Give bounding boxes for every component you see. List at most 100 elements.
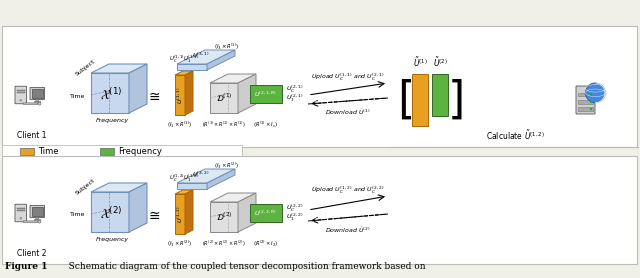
Text: $\tilde{U}^{(2)}$: $\tilde{U}^{(2)}$ bbox=[433, 55, 447, 69]
Polygon shape bbox=[177, 169, 235, 183]
Text: $U_1^{(2,2)}$: $U_1^{(2,2)}$ bbox=[286, 212, 304, 223]
Text: $U^{(2,2,R)}$: $U^{(2,2,R)}$ bbox=[255, 208, 278, 218]
Text: $(R^{(1)} \times I_c)$: $(R^{(1)} \times I_c)$ bbox=[253, 120, 278, 130]
Polygon shape bbox=[175, 71, 193, 75]
FancyBboxPatch shape bbox=[432, 74, 448, 116]
Text: ]: ] bbox=[447, 78, 465, 121]
Text: $(I_1 \times R^{(1)})$: $(I_1 \times R^{(1)})$ bbox=[167, 120, 193, 130]
Polygon shape bbox=[177, 50, 235, 64]
Text: $\cong$: $\cong$ bbox=[145, 208, 161, 222]
Text: $U_C^{(1,2)}U_1^{(1,2)}$: $U_C^{(1,2)}U_1^{(1,2)}$ bbox=[169, 172, 199, 184]
FancyBboxPatch shape bbox=[17, 208, 24, 209]
Text: Client 2: Client 2 bbox=[17, 249, 47, 259]
FancyBboxPatch shape bbox=[31, 89, 43, 98]
FancyBboxPatch shape bbox=[579, 100, 593, 104]
FancyBboxPatch shape bbox=[2, 156, 637, 264]
Polygon shape bbox=[91, 183, 147, 192]
Text: $\cong$: $\cong$ bbox=[145, 89, 161, 103]
Circle shape bbox=[20, 217, 22, 219]
Polygon shape bbox=[210, 193, 256, 202]
Text: Download $\tilde{U}^{(1)}$: Download $\tilde{U}^{(1)}$ bbox=[325, 108, 371, 117]
Polygon shape bbox=[91, 64, 147, 73]
Text: [: [ bbox=[397, 78, 415, 121]
Polygon shape bbox=[129, 64, 147, 113]
Polygon shape bbox=[177, 64, 207, 70]
Text: $(R^{(2)} \times I_2)$: $(R^{(2)} \times I_2)$ bbox=[253, 239, 279, 249]
Text: Time: Time bbox=[70, 93, 85, 98]
Polygon shape bbox=[36, 99, 39, 101]
Polygon shape bbox=[210, 202, 238, 232]
FancyBboxPatch shape bbox=[412, 74, 428, 126]
Polygon shape bbox=[207, 50, 235, 70]
Circle shape bbox=[38, 102, 41, 105]
FancyBboxPatch shape bbox=[576, 86, 595, 114]
Circle shape bbox=[590, 93, 592, 96]
FancyBboxPatch shape bbox=[17, 210, 24, 211]
Polygon shape bbox=[185, 71, 193, 115]
Text: Upload $U_C^{(1,1)}$ and $U_C^{(2,1)}$: Upload $U_C^{(1,1)}$ and $U_C^{(2,1)}$ bbox=[311, 71, 385, 83]
Polygon shape bbox=[238, 74, 256, 113]
Polygon shape bbox=[23, 221, 38, 223]
Text: $U^{(1,2)}$: $U^{(1,2)}$ bbox=[175, 205, 185, 223]
Text: $\mathcal{D}^{(2)}$: $\mathcal{D}^{(2)}$ bbox=[216, 211, 232, 223]
Text: Frequency: Frequency bbox=[95, 118, 129, 123]
Polygon shape bbox=[238, 193, 256, 232]
FancyBboxPatch shape bbox=[15, 204, 26, 222]
Text: $(I_3 \times R^{(1)})$: $(I_3 \times R^{(1)})$ bbox=[214, 42, 239, 52]
Text: $U_C^{(1,1)}U_1^{(1,1)}$: $U_C^{(1,1)}U_1^{(1,1)}$ bbox=[169, 53, 199, 65]
Polygon shape bbox=[210, 83, 238, 113]
Polygon shape bbox=[36, 217, 39, 219]
Text: $\mathcal{X}^{(2)}$: $\mathcal{X}^{(2)}$ bbox=[100, 206, 122, 222]
Polygon shape bbox=[207, 169, 235, 189]
Polygon shape bbox=[35, 219, 40, 220]
Text: Download $\tilde{U}^{(2)}$: Download $\tilde{U}^{(2)}$ bbox=[325, 226, 371, 235]
Text: Calculate $\tilde{U}^{(1,2)}$: Calculate $\tilde{U}^{(1,2)}$ bbox=[486, 128, 545, 142]
Polygon shape bbox=[175, 190, 193, 194]
Polygon shape bbox=[177, 183, 207, 189]
Text: $\mathcal{X}^{(1)}$: $\mathcal{X}^{(1)}$ bbox=[100, 87, 122, 103]
FancyBboxPatch shape bbox=[17, 90, 24, 91]
Circle shape bbox=[38, 220, 41, 223]
Text: Subject: Subject bbox=[75, 59, 97, 77]
Circle shape bbox=[590, 108, 592, 110]
FancyBboxPatch shape bbox=[250, 204, 282, 222]
FancyBboxPatch shape bbox=[579, 107, 593, 111]
Text: Time: Time bbox=[38, 147, 58, 156]
Text: Schematic diagram of the coupled tensor decomposition framework based on: Schematic diagram of the coupled tensor … bbox=[60, 262, 426, 271]
Polygon shape bbox=[23, 103, 38, 105]
FancyBboxPatch shape bbox=[2, 145, 242, 158]
Text: $(R^{(1)} \times R^{(1)} \times R^{(1)})$: $(R^{(1)} \times R^{(1)} \times R^{(1)})… bbox=[202, 120, 246, 130]
Text: $U^{(2,1,R)}$: $U^{(2,1,R)}$ bbox=[255, 89, 278, 99]
Polygon shape bbox=[175, 194, 185, 234]
Text: $(R^{(2)} \times R^{(2)} \times R^{(2)})$: $(R^{(2)} \times R^{(2)} \times R^{(2)})… bbox=[202, 239, 246, 249]
Text: Time: Time bbox=[70, 212, 85, 217]
Polygon shape bbox=[129, 183, 147, 232]
Polygon shape bbox=[91, 73, 129, 113]
Text: $U^{(3,1)}$: $U^{(3,1)}$ bbox=[191, 51, 209, 60]
Text: $\tilde{U}^{(1)}$: $\tilde{U}^{(1)}$ bbox=[413, 55, 428, 69]
Text: $U^{(1,1)}$: $U^{(1,1)}$ bbox=[175, 86, 185, 104]
Circle shape bbox=[20, 99, 22, 101]
FancyBboxPatch shape bbox=[30, 87, 45, 100]
Text: Frequency: Frequency bbox=[118, 147, 162, 156]
Text: $U^{(3,2)}$: $U^{(3,2)}$ bbox=[191, 170, 209, 179]
Text: $\mathcal{D}^{(1)}$: $\mathcal{D}^{(1)}$ bbox=[216, 92, 232, 104]
Text: $U_C^{(2,1)}$: $U_C^{(2,1)}$ bbox=[286, 84, 304, 95]
FancyBboxPatch shape bbox=[20, 148, 34, 155]
Text: Figure 1: Figure 1 bbox=[5, 262, 47, 271]
Polygon shape bbox=[91, 192, 129, 232]
Text: $U_C^{(2,2)}$: $U_C^{(2,2)}$ bbox=[286, 203, 304, 214]
Circle shape bbox=[586, 83, 605, 103]
FancyBboxPatch shape bbox=[100, 148, 114, 155]
Text: Frequency: Frequency bbox=[95, 237, 129, 242]
Text: $(I_1 \times R^{(2)})$: $(I_1 \times R^{(2)})$ bbox=[167, 239, 193, 249]
Polygon shape bbox=[185, 190, 193, 234]
FancyBboxPatch shape bbox=[31, 207, 43, 216]
Text: Client 1: Client 1 bbox=[17, 131, 47, 140]
Text: $(I_3 \times R^{(2)})$: $(I_3 \times R^{(2)})$ bbox=[214, 161, 239, 171]
FancyBboxPatch shape bbox=[30, 205, 45, 218]
Circle shape bbox=[590, 101, 592, 103]
FancyBboxPatch shape bbox=[15, 86, 26, 104]
FancyBboxPatch shape bbox=[2, 26, 637, 147]
Text: Subject: Subject bbox=[75, 178, 97, 196]
